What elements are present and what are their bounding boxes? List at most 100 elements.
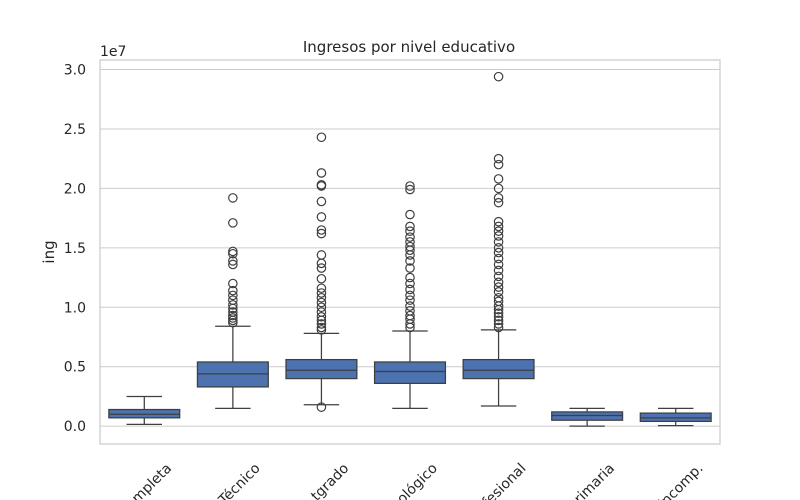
outlier-point: [493, 159, 504, 170]
box-group: [639, 407, 712, 427]
iqr-box: [373, 361, 447, 384]
outlier-point: [316, 196, 327, 207]
outlier-point: [405, 256, 415, 266]
x-tick-label: rimaria: [571, 461, 618, 500]
y-offset-label: 1e7: [100, 44, 126, 60]
outlier-point: [493, 247, 504, 258]
outlier-point: [316, 302, 327, 313]
box-group: [551, 407, 624, 427]
y-tick-label: 0.0: [64, 419, 86, 435]
outlier-point: [493, 322, 504, 333]
outlier-point: [228, 307, 238, 317]
outlier-point: [493, 231, 504, 241]
outlier-point: [316, 325, 327, 335]
outlier-point: [316, 307, 327, 317]
iqr-box: [462, 358, 535, 380]
outlier-point: [405, 226, 415, 236]
outlier-point: [405, 295, 415, 305]
outlier-point: [493, 221, 504, 232]
outlier-point: [316, 132, 327, 143]
outlier-point: [228, 256, 238, 266]
y-tick-label: 1.5: [64, 241, 86, 257]
outlier-point: [493, 315, 504, 326]
outlier-point: [316, 180, 327, 190]
outlier-point: [316, 168, 327, 178]
y-tick-label: 3.0: [64, 63, 86, 79]
outlier-point: [493, 308, 504, 319]
outlier-point: [405, 284, 415, 295]
x-tick-label: Técnico: [215, 461, 263, 500]
x-tick-label: mpleta: [129, 461, 175, 500]
outlier-point: [493, 277, 504, 288]
outlier-point: [493, 271, 504, 282]
box-group: [108, 395, 181, 426]
outlier-point: [493, 282, 504, 292]
outlier-point: [316, 297, 327, 308]
y-axis-label: ing: [40, 240, 58, 263]
outlier-point: [405, 241, 415, 252]
outlier-point: [316, 263, 327, 273]
y-tick-label: 1.0: [64, 300, 86, 316]
outlier-point: [228, 290, 238, 301]
outlier-point: [493, 253, 504, 264]
outlier-point: [405, 306, 415, 316]
x-tick-label: incomp.: [656, 461, 707, 500]
box-group: [196, 193, 269, 409]
x-tick-label: tgrado: [308, 461, 352, 500]
outlier-point: [493, 287, 504, 297]
outlier-point: [316, 322, 327, 333]
outlier-point: [405, 278, 415, 289]
outlier-point: [493, 292, 504, 303]
iqr-box: [285, 358, 358, 380]
outlier-point: [316, 402, 327, 412]
outlier-point: [493, 174, 504, 184]
outlier-point: [405, 181, 415, 191]
y-tick-label: 2.5: [64, 122, 86, 138]
outlier-point: [316, 311, 327, 322]
outlier-point: [228, 193, 238, 203]
outlier-point: [493, 153, 504, 164]
outlier-point: [316, 250, 327, 260]
outlier-point: [228, 218, 238, 228]
box-group: [462, 71, 535, 407]
x-tick-label: fesional: [479, 461, 529, 500]
outlier-point: [405, 272, 415, 283]
outlier-point: [228, 300, 238, 310]
outlier-point: [493, 237, 504, 247]
outlier-point: [493, 311, 504, 322]
box-group: [285, 132, 358, 412]
outlier-point: [405, 310, 415, 321]
outlier-point: [493, 197, 504, 208]
outlier-point: [493, 265, 504, 276]
outlier-point: [493, 216, 504, 227]
outlier-point: [316, 212, 327, 222]
outlier-point: [228, 285, 238, 296]
outlier-point: [493, 243, 504, 253]
outlier-point: [405, 184, 415, 195]
outlier-point: [316, 283, 327, 294]
outlier-point: [493, 71, 504, 82]
outlier-point: [228, 246, 238, 257]
x-tick-label: ológico: [394, 461, 441, 500]
outlier-point: [228, 313, 238, 323]
box-group: [373, 181, 447, 409]
outlier-point: [316, 273, 327, 284]
outlier-point: [493, 296, 504, 307]
outlier-point: [493, 183, 504, 194]
outlier-point: [405, 263, 415, 273]
outlier-point: [228, 248, 238, 259]
y-tick-label: 2.0: [64, 181, 86, 197]
outlier-point: [228, 310, 238, 321]
outlier-point: [316, 228, 327, 239]
outlier-point: [405, 221, 415, 232]
outlier-point: [316, 288, 327, 298]
plot-frame: [99, 59, 721, 445]
outlier-point: [405, 301, 415, 311]
outlier-point: [493, 259, 504, 270]
chart-title: Ingresos por nivel educativo: [303, 38, 515, 56]
outlier-point: [228, 295, 238, 305]
outlier-point: [405, 209, 415, 220]
outlier-point: [405, 237, 415, 247]
outlier-point: [316, 319, 327, 329]
